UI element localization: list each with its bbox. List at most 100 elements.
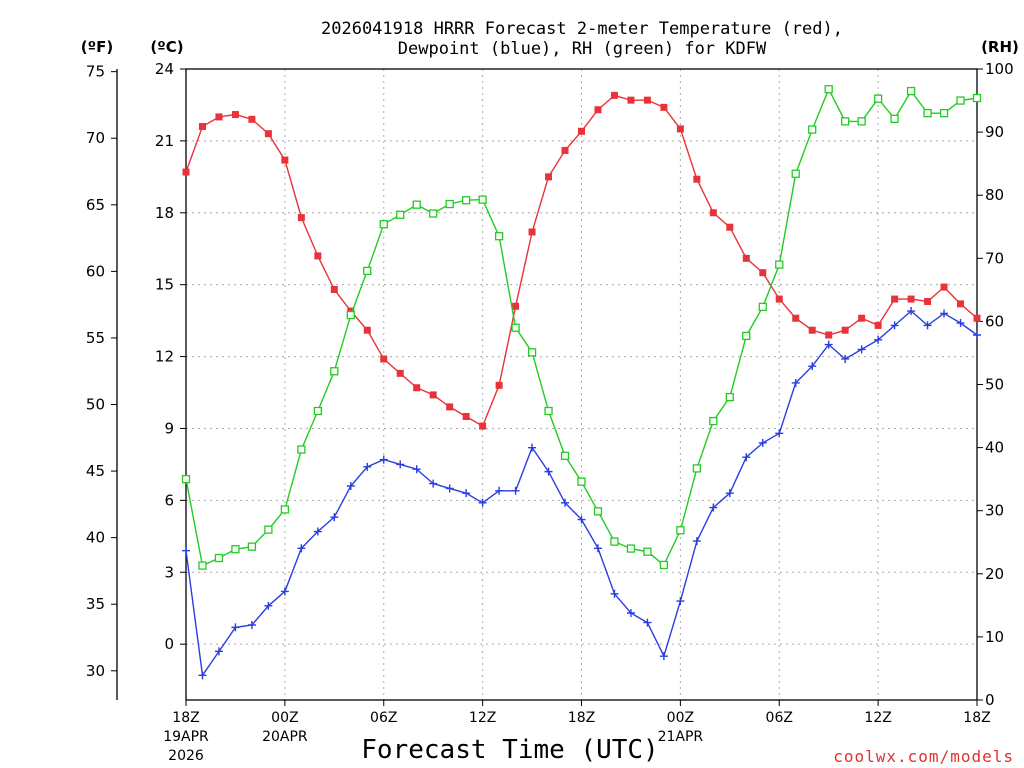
temperature-point xyxy=(512,302,520,310)
temperature-point xyxy=(891,295,899,303)
rh-point xyxy=(560,451,570,460)
temperature-point xyxy=(742,254,750,262)
x-tick-date: 20APR xyxy=(262,729,308,745)
temperature-point xyxy=(215,113,223,121)
dewpoint-point xyxy=(182,546,190,555)
tick-labels: 2421181512963075706560555045403530100908… xyxy=(86,60,1014,764)
rh-point xyxy=(791,169,800,178)
temperature-point xyxy=(281,156,289,164)
dewpoint-point xyxy=(659,652,668,661)
chart-title: 2026041918 HRRR Forecast 2-meter Tempera… xyxy=(321,19,843,59)
dewpoint-point xyxy=(610,589,619,598)
x-tick-date: 19APR xyxy=(163,729,209,745)
fahrenheit-tick-label: 70 xyxy=(86,129,105,147)
rh-point xyxy=(198,561,207,570)
rh-point xyxy=(511,323,520,332)
rh-point xyxy=(396,210,405,219)
temperature-point xyxy=(561,146,569,154)
temperature-point xyxy=(594,106,602,114)
dewpoint-point xyxy=(478,498,487,507)
rh-point xyxy=(478,195,487,204)
grid-lines xyxy=(185,68,978,700)
temperature-point xyxy=(413,384,421,392)
rh-point xyxy=(330,367,339,376)
dewpoint-point xyxy=(462,489,471,498)
temperature-point xyxy=(858,314,866,322)
celsius-tick-label: 6 xyxy=(164,491,174,509)
dewpoint-point xyxy=(923,321,932,330)
dewpoint-point xyxy=(198,671,207,680)
rh-point xyxy=(593,507,603,516)
rh-point xyxy=(824,85,833,94)
dewpoint-point xyxy=(874,335,883,344)
dewpoint-point xyxy=(973,331,981,340)
temperature-point xyxy=(528,228,536,236)
dewpoint-point xyxy=(940,309,949,318)
fahrenheit-tick-label: 35 xyxy=(86,595,105,613)
rh-tick-label: 90 xyxy=(985,123,1004,141)
temperature-point xyxy=(248,115,256,123)
rh-tick-label: 10 xyxy=(985,628,1004,646)
fahrenheit-tick-label: 30 xyxy=(86,662,105,680)
dewpoint-point xyxy=(676,597,685,606)
celsius-unit-label: (ºC) xyxy=(150,38,183,56)
credit-link[interactable]: coolwx.com/models xyxy=(833,747,1014,766)
rh-unit-label: (RH) xyxy=(981,38,1019,56)
dewpoint-point xyxy=(511,486,520,495)
celsius-tick-label: 12 xyxy=(155,348,174,366)
rh-point xyxy=(890,114,899,123)
dewpoint-point xyxy=(775,429,784,438)
temperature-point xyxy=(446,403,454,411)
temperature-point xyxy=(610,91,618,99)
temperature-point xyxy=(297,214,305,222)
rh-point xyxy=(758,302,767,312)
dewpoint-point xyxy=(396,460,405,469)
rh-point xyxy=(972,93,982,103)
temperature-point xyxy=(792,314,800,322)
rh-point xyxy=(841,117,850,126)
dewpoint-point xyxy=(445,484,454,493)
dewpoint-point xyxy=(857,345,866,354)
rh-point xyxy=(544,406,553,416)
rh-point xyxy=(280,505,290,514)
rh-point xyxy=(445,199,454,209)
dewpoint-point xyxy=(346,481,355,490)
x-tick-label: 00Z xyxy=(667,710,694,726)
rh-point xyxy=(297,445,306,454)
rh-point xyxy=(709,416,718,426)
axes xyxy=(111,68,983,706)
rh-point xyxy=(742,331,751,341)
rh-tick-label: 60 xyxy=(985,312,1004,330)
dewpoint-point xyxy=(593,544,602,553)
temperature-point xyxy=(462,412,470,420)
temperature-point xyxy=(231,111,239,119)
temperature-point xyxy=(479,422,487,430)
title-line-1: 2026041918 HRRR Forecast 2-meter Tempera… xyxy=(321,19,843,39)
dewpoint-point xyxy=(626,609,635,618)
rh-point xyxy=(923,109,932,118)
fahrenheit-tick-label: 60 xyxy=(86,262,105,280)
dewpoint-line xyxy=(185,310,978,678)
dewpoint-point xyxy=(808,362,817,371)
dewpoint-point xyxy=(363,462,372,471)
dewpoint-point xyxy=(758,438,767,447)
rh-point xyxy=(527,348,537,357)
dewpoint-point xyxy=(313,527,322,536)
celsius-tick-label: 3 xyxy=(164,563,174,581)
celsius-tick-label: 24 xyxy=(155,60,174,78)
temperature-point xyxy=(693,175,701,183)
temperature-point xyxy=(940,283,948,291)
celsius-tick-label: 18 xyxy=(155,204,174,222)
dewpoint-point xyxy=(956,319,965,328)
rh-point xyxy=(808,125,817,134)
rh-point xyxy=(873,94,883,103)
dewpoint-point xyxy=(577,515,586,524)
temperature-point xyxy=(330,285,338,293)
temperature-point xyxy=(380,355,388,363)
temperature-point xyxy=(314,252,322,260)
temperature-point xyxy=(643,96,651,104)
dewpoint-point xyxy=(264,601,273,610)
x-tick-label: 12Z xyxy=(469,710,496,726)
plot-frame xyxy=(185,68,978,701)
title-line-2: Dewpoint (blue), RH (green) for KDFW xyxy=(398,39,767,59)
